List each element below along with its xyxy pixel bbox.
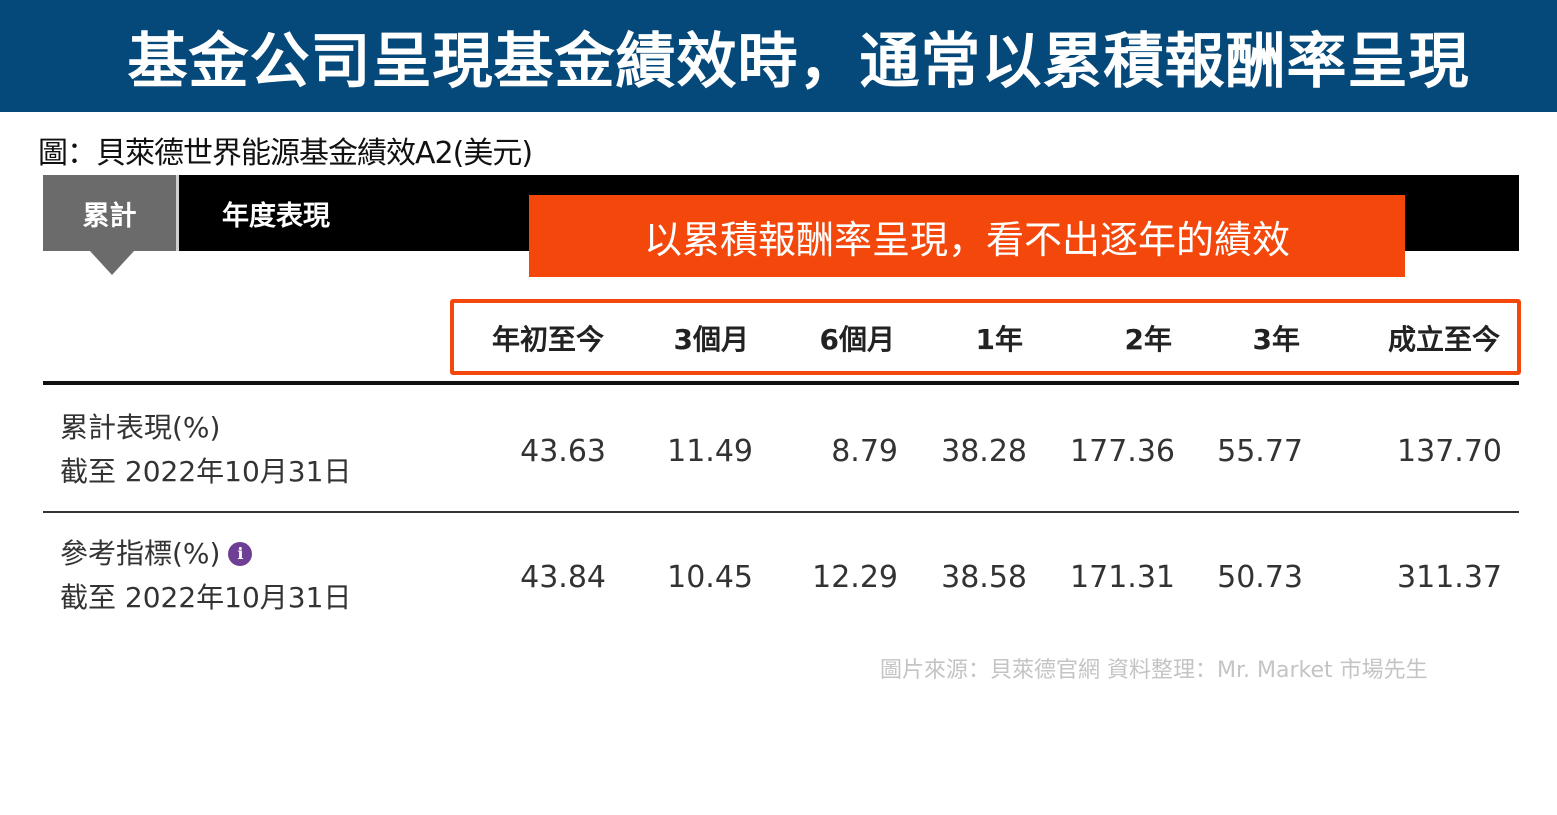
table-cell: 38.28 [941, 434, 1027, 469]
table-cell: 50.73 [1217, 560, 1303, 595]
row-divider [43, 511, 1519, 513]
table-cell: 55.77 [1217, 434, 1303, 469]
column-header-ytd: 年初至今 [491, 323, 604, 356]
column-header-3m: 3個月 [673, 323, 749, 356]
table-row-label: 累計表現(%) 截至 2022年10月31日 [60, 406, 351, 494]
table-cell: 171.31 [1070, 560, 1175, 595]
active-tab-pointer [90, 251, 134, 275]
tab-cumulative[interactable]: 累計 [43, 175, 179, 251]
table-row-label: 參考指標(%) i 截至 2022年10月31日 [60, 532, 351, 620]
table-cell: 10.45 [667, 560, 753, 595]
column-header-2y: 2年 [1124, 323, 1172, 356]
table-cell: 177.36 [1070, 434, 1175, 469]
row-date: 截至 2022年10月31日 [60, 455, 352, 488]
table-cell: 38.58 [941, 560, 1027, 595]
tab-annual[interactable]: 年度表現 [222, 200, 330, 232]
table-cell: 8.79 [831, 434, 898, 469]
header-divider [43, 381, 1519, 385]
info-icon[interactable]: i [228, 542, 253, 566]
column-header-6m: 6個月 [819, 323, 895, 356]
row-date: 截至 2022年10月31日 [60, 581, 352, 614]
callout-note: 以累積報酬率呈現，看不出逐年的績效 [529, 195, 1405, 277]
table-cell: 43.84 [520, 560, 606, 595]
row-title: 累計表現(%) [60, 411, 221, 444]
source-credit: 圖片來源：貝萊德官網 資料整理：Mr. Market 市場先生 [880, 658, 1428, 683]
figure-caption: 圖：貝萊德世界能源基金績效A2(美元) [38, 136, 533, 171]
column-header-highlight [450, 299, 1521, 375]
row-title-wrap: 參考指標(%) i [60, 532, 351, 576]
table-cell: 43.63 [520, 434, 606, 469]
row-title: 參考指標(%) [60, 537, 221, 570]
column-header-3y: 3年 [1252, 323, 1300, 356]
table-cell: 11.49 [667, 434, 753, 469]
table-cell: 12.29 [812, 560, 898, 595]
table-cell: 137.70 [1397, 434, 1502, 469]
title-banner: 基金公司呈現基金績效時，通常以累積報酬率呈現 [0, 0, 1557, 112]
column-header-1y: 1年 [975, 323, 1023, 356]
page-title: 基金公司呈現基金績效時，通常以累積報酬率呈現 [127, 26, 1470, 97]
table-cell: 311.37 [1397, 560, 1502, 595]
column-header-since-inception: 成立至今 [1387, 323, 1500, 356]
